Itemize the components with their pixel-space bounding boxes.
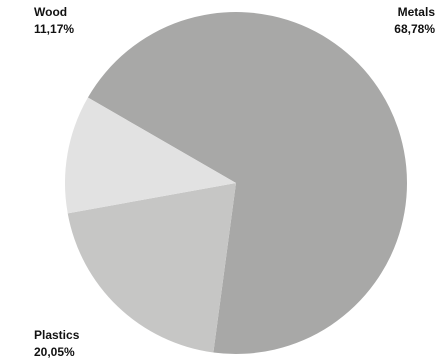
label-plastics: Plastics 20,05% [34,328,80,359]
label-plastics-name: Plastics [34,328,80,342]
pie-slices [65,11,408,354]
pie-slice-metals [87,11,408,354]
label-wood: Wood 11,17% [34,5,74,36]
label-wood-name: Wood [34,5,67,19]
label-metals: Metals 68,78% [394,5,435,36]
label-metals-value: 68,78% [394,22,435,36]
label-metals-name: Metals [398,5,435,19]
label-wood-value: 11,17% [34,22,74,36]
pie-slice-wood [65,97,236,214]
pie-slice-plastics [67,183,237,353]
label-plastics-value: 20,05% [34,345,75,359]
